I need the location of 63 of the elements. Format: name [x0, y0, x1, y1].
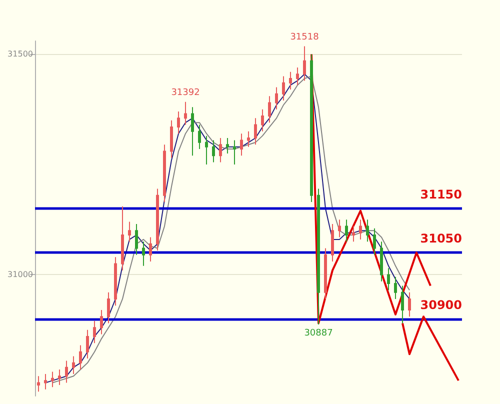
candlestick: [79, 344, 82, 370]
candlestick: [219, 138, 222, 163]
candlestick: [44, 373, 47, 390]
candlestick: [317, 188, 320, 326]
y-tick-label: 31000: [8, 270, 33, 280]
candlestick: [296, 66, 299, 86]
candlestick: [338, 219, 341, 238]
candlestick: [366, 219, 369, 242]
candlestick: [247, 130, 250, 148]
ref-line-label: 30900: [420, 298, 462, 312]
candlestick: [408, 292, 411, 318]
candlestick: [226, 138, 229, 154]
candlestick: [359, 219, 362, 240]
candlestick: [394, 276, 397, 300]
candlestick: [107, 292, 110, 324]
candlestick: [93, 320, 96, 344]
candlestick: [261, 108, 264, 132]
annotation: 31518: [290, 32, 320, 42]
candlestick: [58, 369, 61, 386]
candlestick: [149, 236, 152, 262]
candlestick: [275, 86, 278, 110]
y-tick-label: 31500: [8, 50, 33, 59]
candlestick: [268, 96, 271, 124]
ref-line-label: 31050: [420, 232, 462, 246]
candlestick: [240, 133, 243, 156]
candlestick: [373, 228, 376, 256]
candlestick: [142, 241, 145, 266]
candlestick: [72, 356, 75, 374]
candlestick: [282, 76, 285, 102]
candlestick: [254, 118, 257, 146]
candlestick: [310, 54, 313, 202]
candlestick: [331, 224, 334, 262]
candlestick: [198, 124, 201, 150]
candlestick: [184, 101, 187, 126]
candlestick: [114, 256, 117, 306]
candlestick: [212, 140, 215, 163]
candlestick: [352, 226, 355, 242]
candlestick: [191, 106, 194, 156]
candlestick: [65, 360, 68, 384]
candlestick: [233, 140, 236, 165]
candlestick: [156, 188, 159, 251]
candlestick: [380, 241, 383, 282]
candlestick: [345, 219, 348, 242]
candlestick: [135, 224, 138, 256]
candlestick: [289, 71, 292, 90]
annotation: 31392: [171, 88, 200, 98]
candlestick: [37, 376, 40, 392]
candlestick: [387, 268, 390, 291]
line-series: [402, 316, 460, 382]
candlestick: [177, 111, 180, 134]
candlestick: [170, 120, 173, 158]
candlestick: [100, 310, 103, 335]
candlestick: [128, 221, 131, 242]
candlestick: [121, 206, 124, 271]
candlestick: [163, 144, 166, 202]
candlestick: [303, 46, 306, 82]
candlestick: [51, 371, 54, 388]
candlestick: [205, 135, 208, 165]
candlestick: [86, 329, 89, 360]
candlestick: [324, 248, 327, 300]
ref-line-label: 31150: [420, 188, 462, 202]
annotation: 30887: [304, 328, 333, 339]
candlestick: [401, 285, 404, 324]
